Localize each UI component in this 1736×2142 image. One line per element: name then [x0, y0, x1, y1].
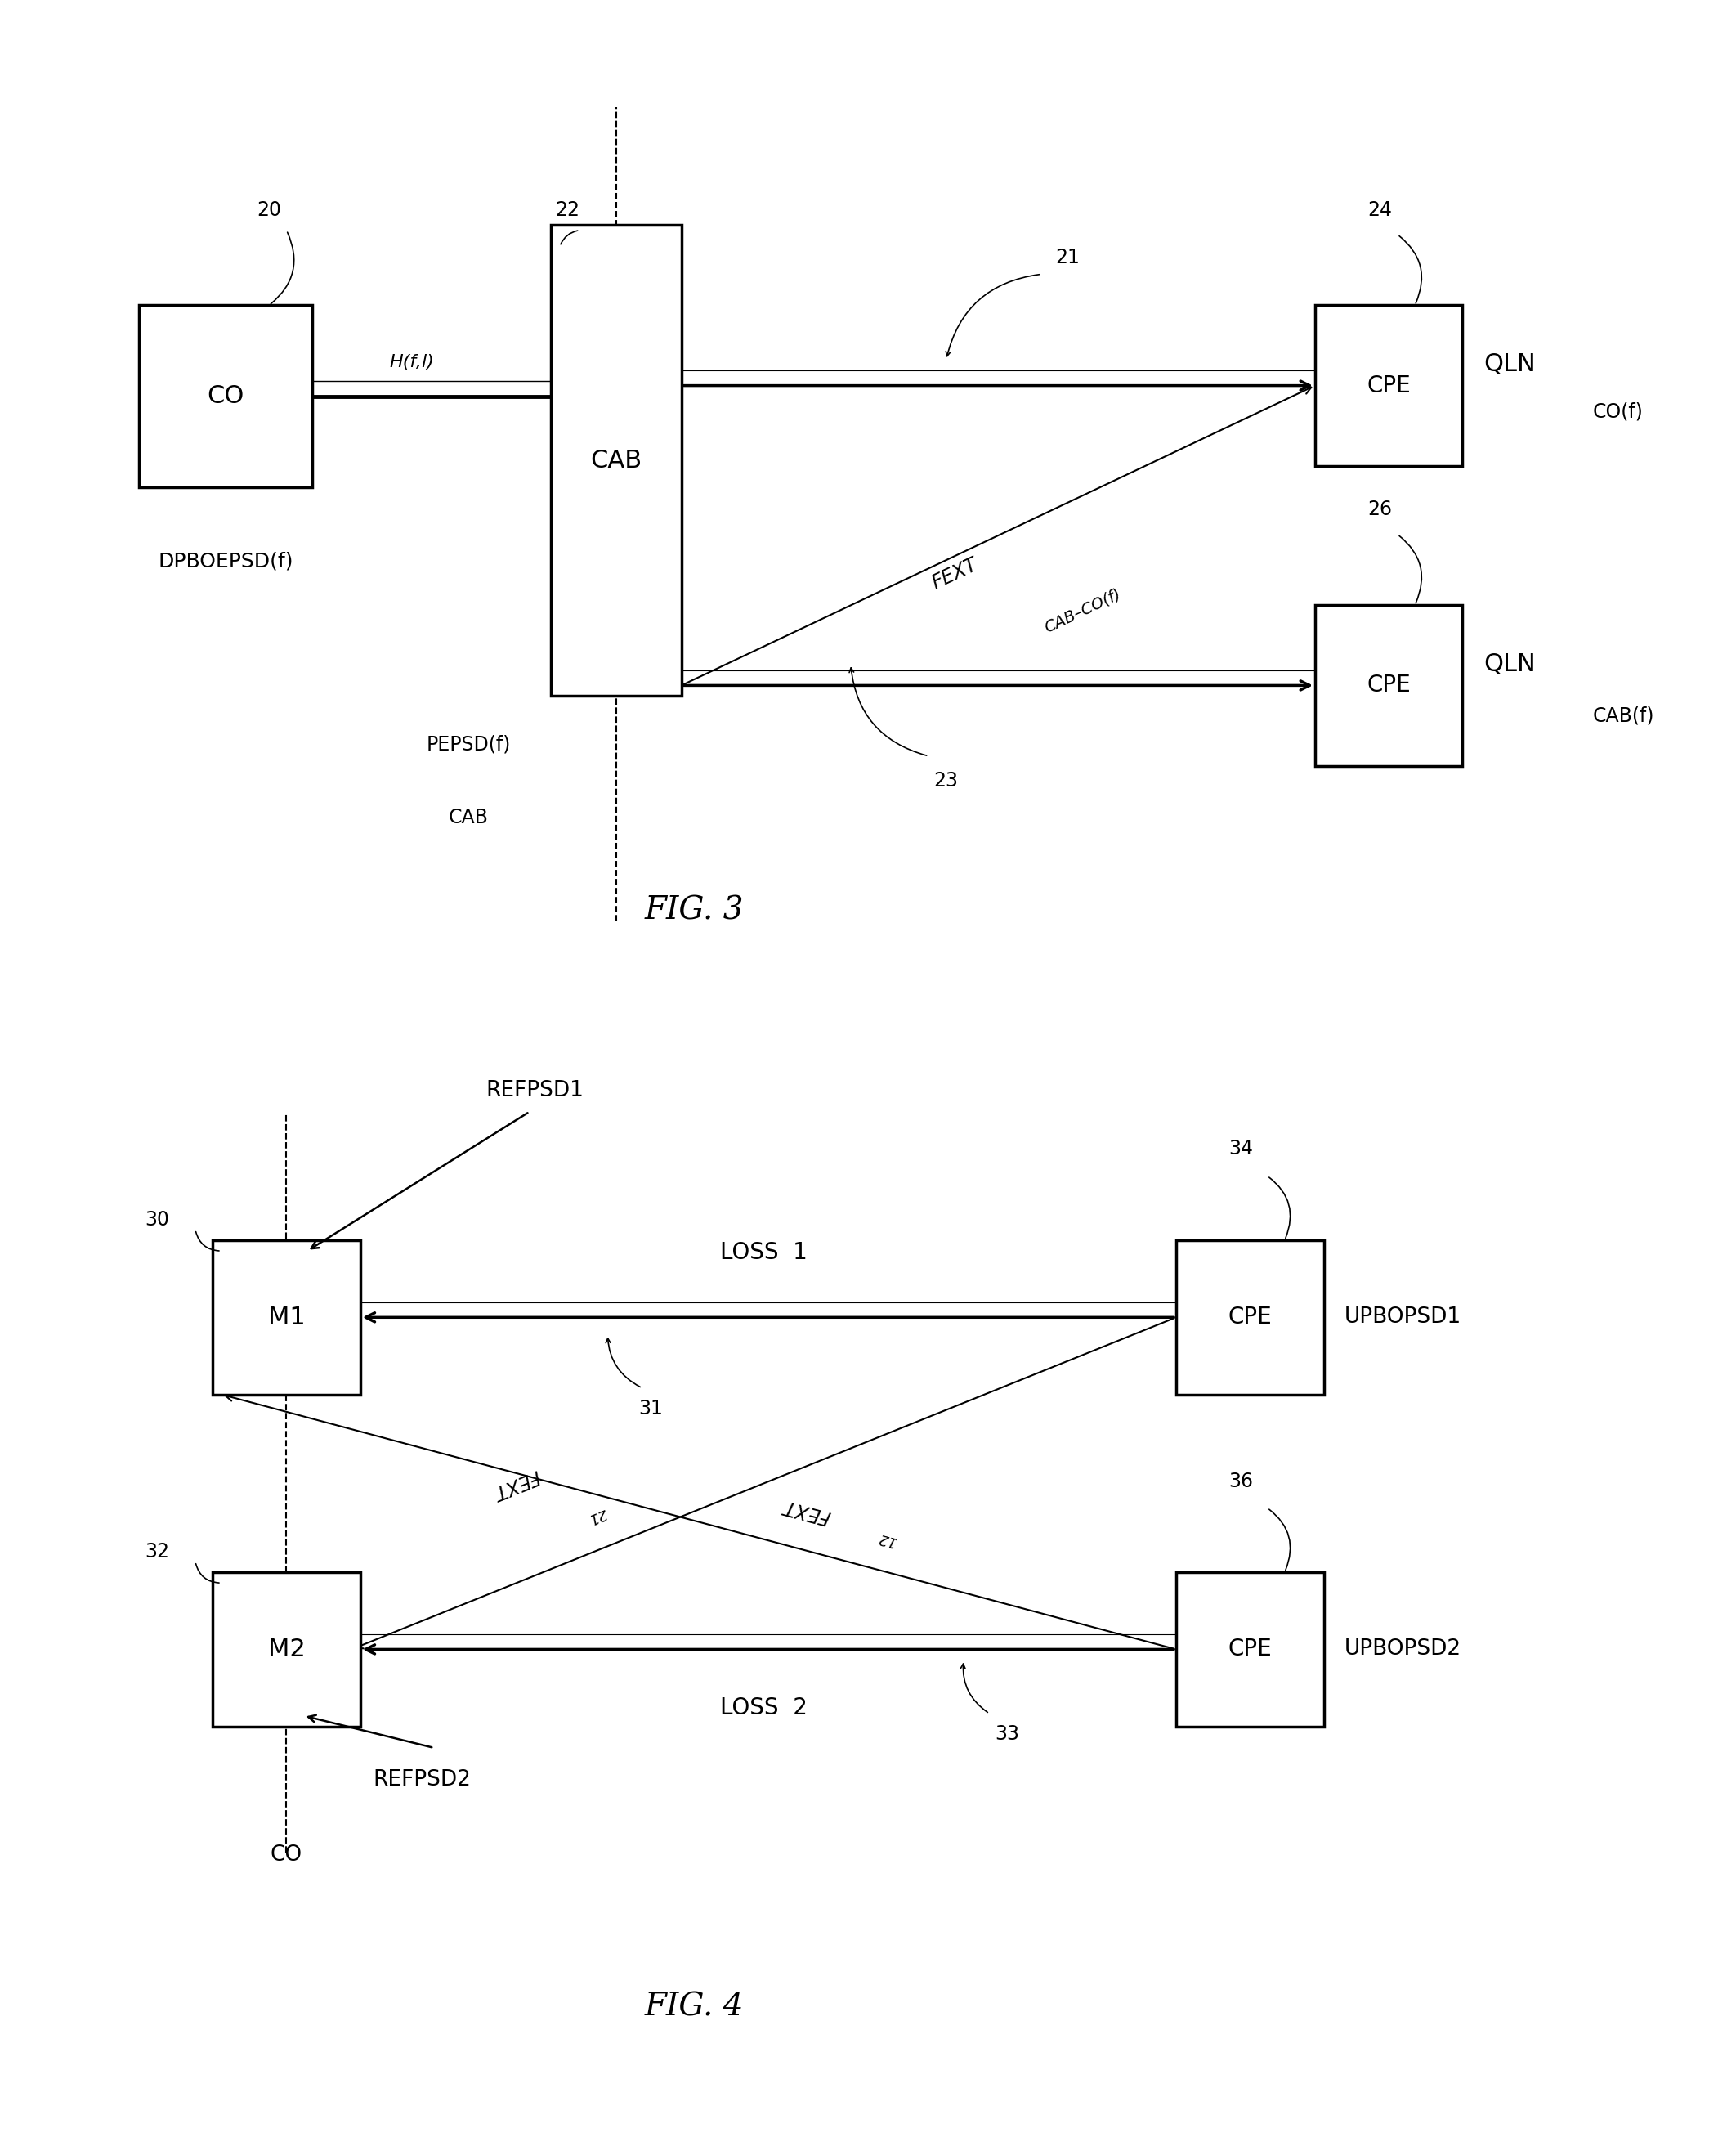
Text: CPE: CPE — [1366, 375, 1411, 396]
Text: 21: 21 — [1055, 248, 1080, 268]
Text: CPE: CPE — [1366, 675, 1411, 696]
Text: UPBOPSD1: UPBOPSD1 — [1344, 1307, 1462, 1328]
FancyBboxPatch shape — [1177, 1240, 1323, 1394]
FancyBboxPatch shape — [1177, 1572, 1323, 1726]
Text: 20: 20 — [257, 199, 281, 221]
Text: 34: 34 — [1229, 1140, 1253, 1159]
Text: 36: 36 — [1229, 1472, 1253, 1491]
Text: 31: 31 — [639, 1399, 663, 1418]
Text: M1: M1 — [267, 1304, 306, 1330]
Text: CAB(f): CAB(f) — [1594, 705, 1654, 726]
FancyBboxPatch shape — [212, 1572, 361, 1726]
Text: 26: 26 — [1368, 499, 1392, 518]
Text: PEPSD(f): PEPSD(f) — [427, 735, 510, 754]
Text: FIG. 4: FIG. 4 — [644, 1992, 745, 2022]
Text: CO: CO — [271, 1844, 302, 1866]
FancyBboxPatch shape — [1316, 604, 1462, 765]
Text: 23: 23 — [934, 771, 958, 790]
FancyBboxPatch shape — [552, 225, 681, 696]
Text: 30: 30 — [144, 1210, 170, 1230]
Text: QLN: QLN — [1483, 651, 1536, 677]
Text: H(f,l): H(f,l) — [389, 353, 434, 371]
Text: FIG. 3: FIG. 3 — [644, 895, 745, 925]
Text: FEXT: FEXT — [781, 1495, 833, 1527]
Text: LOSS  1: LOSS 1 — [720, 1240, 807, 1264]
FancyBboxPatch shape — [139, 306, 312, 488]
Text: REFPSD1: REFPSD1 — [486, 1080, 583, 1101]
Text: FEXT: FEXT — [490, 1465, 542, 1502]
Text: QLN: QLN — [1483, 351, 1536, 377]
Text: CAB: CAB — [590, 448, 642, 473]
Text: CPE: CPE — [1227, 1307, 1272, 1328]
Text: 24: 24 — [1368, 199, 1392, 221]
Text: 33: 33 — [995, 1724, 1019, 1744]
Text: UPBOPSD2: UPBOPSD2 — [1344, 1639, 1462, 1660]
Text: M2: M2 — [267, 1636, 306, 1662]
Text: CPE: CPE — [1227, 1639, 1272, 1660]
Text: FEXT: FEXT — [929, 555, 981, 593]
Text: 32: 32 — [144, 1542, 170, 1562]
FancyBboxPatch shape — [1316, 306, 1462, 467]
Text: CO: CO — [207, 383, 245, 409]
Text: 21: 21 — [585, 1506, 609, 1525]
Text: CAB: CAB — [448, 808, 490, 827]
Text: 12: 12 — [877, 1529, 899, 1549]
FancyBboxPatch shape — [212, 1240, 361, 1394]
Text: REFPSD2: REFPSD2 — [373, 1769, 470, 1791]
Text: LOSS  2: LOSS 2 — [720, 1696, 807, 1720]
Text: CAB–CO(f): CAB–CO(f) — [1042, 585, 1123, 636]
Text: CO(f): CO(f) — [1594, 401, 1644, 422]
Text: DPBOEPSD(f): DPBOEPSD(f) — [158, 553, 293, 572]
Text: 22: 22 — [556, 199, 580, 221]
